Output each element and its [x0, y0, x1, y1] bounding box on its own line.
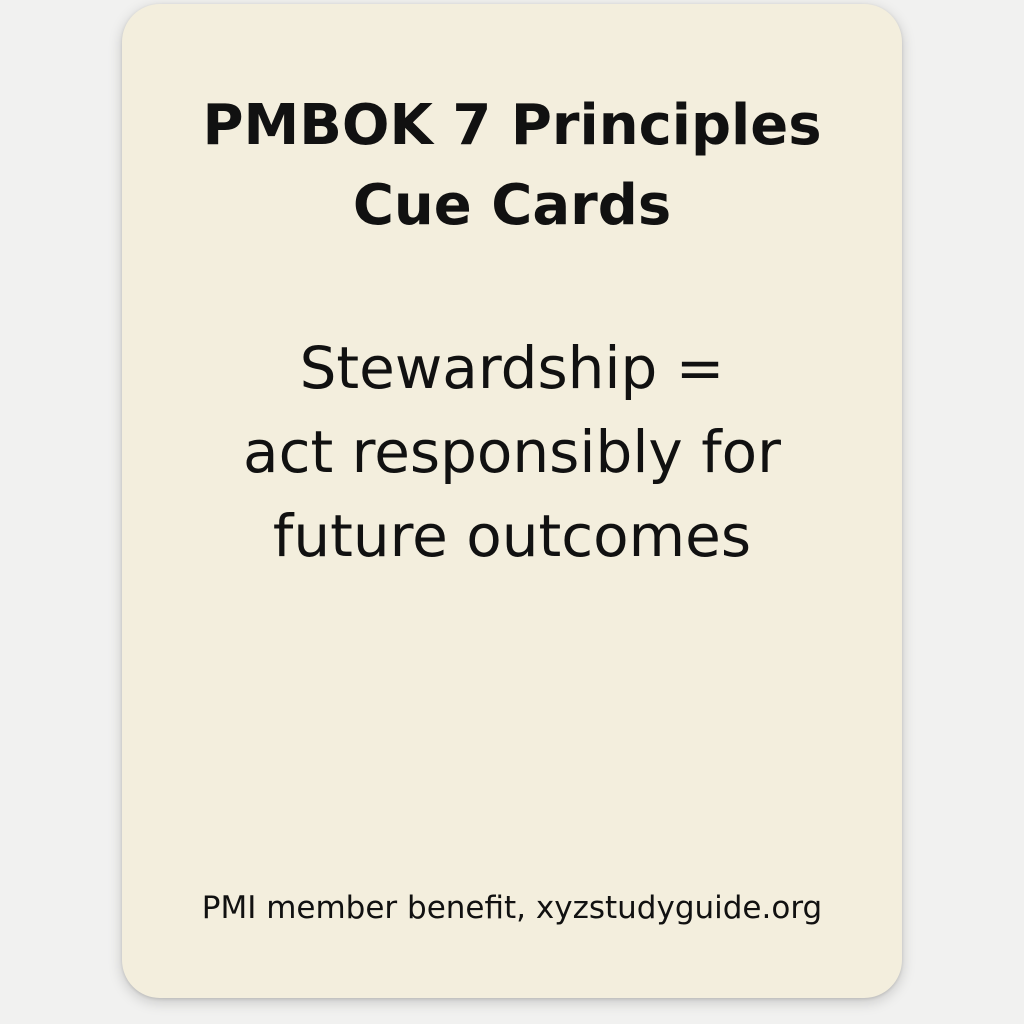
card-title-line: PMBOK 7 Principles [202, 93, 822, 158]
card-definition-line: Stewardship = [299, 334, 725, 402]
card-definition-line: future outcomes [272, 502, 752, 570]
card-definition: Stewardship = act responsibly for future… [122, 326, 902, 578]
card-title-line: Cue Cards [352, 173, 672, 238]
card-definition-line: act responsibly for [243, 418, 781, 486]
cue-card: PMBOK 7 Principles Cue Cards Stewardship… [122, 4, 902, 998]
card-title: PMBOK 7 Principles Cue Cards [122, 86, 902, 246]
card-footer: PMI member benefit, xyzstudyguide.org [201, 890, 823, 926]
